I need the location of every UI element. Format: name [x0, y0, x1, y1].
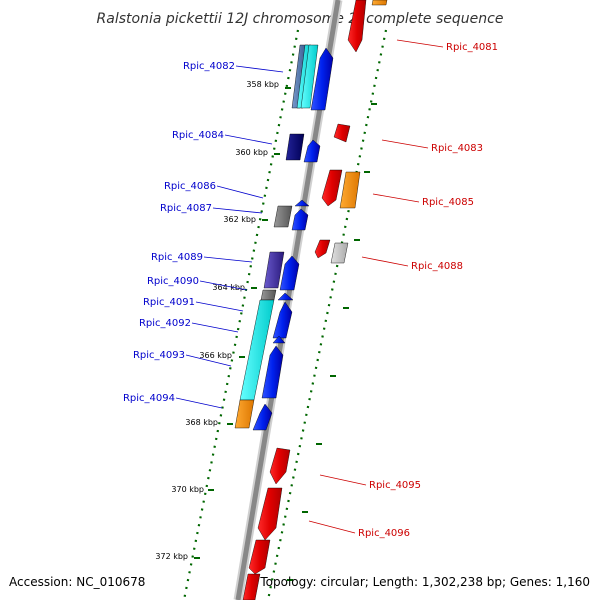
gene-label[interactable]: Rpic_4089 [151, 252, 203, 263]
gene-feature[interactable] [272, 301, 293, 339]
tick-label: 372 kbp [155, 552, 188, 561]
map-title: Ralstonia pickettii 12J chromosome 2, co… [97, 11, 504, 27]
gene-label[interactable]: Rpic_4088 [411, 261, 463, 272]
gene-feature[interactable] [263, 251, 285, 289]
gene-feature[interactable] [279, 255, 300, 291]
gene-label[interactable]: Rpic_4083 [431, 143, 483, 154]
gene-feature[interactable] [248, 539, 271, 575]
forward-genes [234, 44, 334, 431]
reverse-genes [242, 0, 388, 600]
gene-feature[interactable] [291, 208, 309, 231]
tick-marks [194, 87, 291, 559]
gene-feature[interactable] [300, 44, 319, 109]
gene-feature[interactable] [242, 573, 261, 600]
gene-feature[interactable] [257, 487, 283, 541]
gene-feature[interactable] [339, 171, 361, 209]
gene-feature[interactable] [294, 199, 310, 207]
left-label-lines [175, 65, 284, 409]
tick-label: 368 kbp [185, 418, 218, 427]
gene-feature[interactable] [269, 447, 291, 485]
gene-label[interactable]: Rpic_4095 [369, 480, 421, 491]
tick-label: 364 kbp [212, 283, 245, 292]
gene-feature[interactable] [330, 242, 349, 264]
topology-text: Topology: circular; Length: 1,302,238 bp… [259, 575, 590, 589]
gene-feature[interactable] [261, 345, 284, 399]
left-dotted-track [182, 29, 300, 600]
gene-label[interactable]: Rpic_4096 [358, 528, 410, 539]
gene-label[interactable]: Rpic_4085 [422, 197, 474, 208]
gene-label[interactable]: Rpic_4094 [123, 393, 175, 404]
gene-feature[interactable] [314, 239, 331, 259]
right-label-lines [308, 39, 444, 534]
tick-label: 366 kbp [199, 351, 232, 360]
gene-feature[interactable] [260, 289, 277, 301]
gene-label[interactable]: Rpic_4093 [133, 350, 185, 361]
tick-label: 362 kbp [223, 215, 256, 224]
gene-label[interactable]: Rpic_4091 [143, 297, 195, 308]
gene-feature[interactable] [234, 399, 255, 429]
gene-label[interactable]: Rpic_4086 [164, 181, 216, 192]
gene-feature[interactable] [333, 123, 351, 143]
gene-label[interactable]: Rpic_4090 [147, 276, 199, 287]
gene-feature[interactable] [273, 205, 293, 228]
gene-label[interactable]: Rpic_4084 [172, 130, 224, 141]
accession-text: Accession: NC_010678 [9, 575, 145, 589]
gene-feature[interactable] [303, 139, 321, 163]
tick-label: 360 kbp [235, 148, 268, 157]
gene-feature[interactable] [347, 0, 367, 53]
gene-label[interactable]: Rpic_4092 [139, 318, 191, 329]
gene-feature[interactable] [321, 169, 343, 207]
gene-feature[interactable] [371, 0, 388, 6]
gene-label[interactable]: Rpic_4082 [183, 61, 235, 72]
tick-label: 370 kbp [171, 485, 204, 494]
gene-label[interactable]: Rpic_4087 [160, 203, 212, 214]
tick-label: 358 kbp [246, 80, 279, 89]
gene-feature[interactable] [272, 335, 286, 344]
gene-feature[interactable] [277, 292, 294, 301]
right-dotted-track [266, 29, 388, 600]
gene-feature[interactable] [252, 403, 273, 431]
tick-marks-right [287, 103, 377, 581]
gene-label[interactable]: Rpic_4081 [446, 42, 498, 53]
gene-feature[interactable] [285, 133, 305, 161]
gene-feature[interactable] [310, 47, 334, 111]
